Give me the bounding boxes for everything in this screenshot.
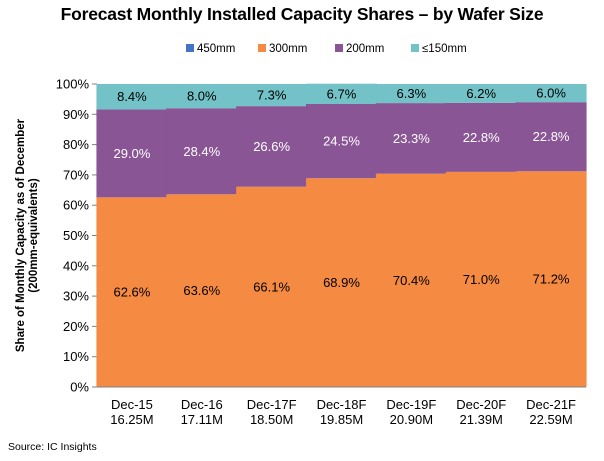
bar-segment [515,102,587,172]
bar-segment [515,171,587,387]
y-tick-label: 20% [63,319,89,334]
y-tick-label: 80% [63,137,89,152]
x-tick-label: Dec-15 16.25M [110,397,153,427]
bar-segment [515,84,587,103]
legend-swatch [335,44,343,52]
bar-segment [166,108,238,195]
legend: 450mm 300mm 200mm ≤150mm [186,43,467,55]
bar-segment [166,194,238,387]
bars: 62.6% 29.0% 8.4% 63.6% 28.4% 8.0% 66.1% 26.6% 7.… [96,83,587,387]
y-tick-label: 0% [70,380,89,395]
legend-swatch [411,44,419,52]
data-label: 6.2% [466,86,496,101]
y-tick-label: 10% [63,349,89,364]
data-label: 8.0% [187,89,217,104]
bar-segment [96,109,168,198]
legend-label: 300mm [269,43,307,55]
data-label: 63.6% [183,283,220,298]
data-label: 26.6% [253,139,290,154]
bar-segment [445,84,517,103]
x-tick-label: Dec-20F 21.39M [456,397,506,427]
legend-label: 450mm [197,43,235,55]
bar-segment [306,103,377,179]
data-label: 6.0% [536,86,566,101]
bar-segment [375,173,447,387]
data-label: 6.3% [397,86,427,101]
legend-swatch [186,44,194,52]
data-label: 7.3% [257,88,287,103]
y-tick-label: 30% [63,289,89,304]
x-tick-label: Dec-16 17.11M [181,397,223,427]
data-label: 70.4% [393,273,430,288]
x-tick-label: Dec-17F 18.50M [247,397,297,427]
bar-segment [445,171,517,387]
data-label: 6.7% [327,86,357,101]
y-tick-label: 50% [63,228,89,243]
bar-segment [445,102,517,172]
y-tick-label: 100% [56,77,90,92]
data-label: 24.5% [323,134,360,149]
data-label: 22.8% [533,129,570,144]
x-tick-label: Dec-18F 19.85M [317,397,367,427]
data-label: 68.9% [323,275,360,290]
data-label: 62.6% [113,285,150,300]
data-label: 22.8% [463,130,500,145]
x-tick-label: Dec-21F 22.59M [526,397,576,427]
x-tick-label: Dec-19F 20.90M [386,397,436,427]
data-label: 23.3% [393,131,430,146]
bar-segment [236,84,308,107]
bar-segment [375,84,447,104]
y-axis: 0% 10% 20% 30% 40% 50% 60% 70% 80% 90% 100% Share o… [15,77,98,395]
chart-title: Forecast Monthly Installed Capacity Shar… [60,4,544,24]
y-axis-title: Share of Monthly Capacity as of December… [15,118,40,352]
bar-segment [306,83,377,104]
bar-segment [166,84,238,109]
bar-segment [96,84,168,110]
bar-segment [236,186,308,387]
data-label: 8.4% [117,89,147,104]
bar-segment [236,106,308,187]
data-label: 28.4% [183,144,220,159]
x-axis: Dec-15 16.25M Dec-16 17.11M Dec-17F 18.50M Dec… [97,386,586,427]
data-label: 66.1% [253,279,290,294]
y-tick-label: 60% [63,198,89,213]
bar-segment [306,178,377,387]
data-label: 29.0% [113,146,150,161]
y-tick-label: 70% [63,167,89,182]
legend-label: 200mm [346,43,384,55]
y-tick-label: 40% [63,258,89,273]
bar-segment [375,103,447,174]
legend-label: ≤150mm [422,43,467,55]
data-label: 71.0% [463,272,500,287]
legend-swatch [258,44,266,52]
source-note: Source: IC Insights [8,441,97,453]
data-label: 71.2% [533,272,570,287]
y-tick-label: 90% [63,107,89,122]
bar-segment [96,197,168,387]
